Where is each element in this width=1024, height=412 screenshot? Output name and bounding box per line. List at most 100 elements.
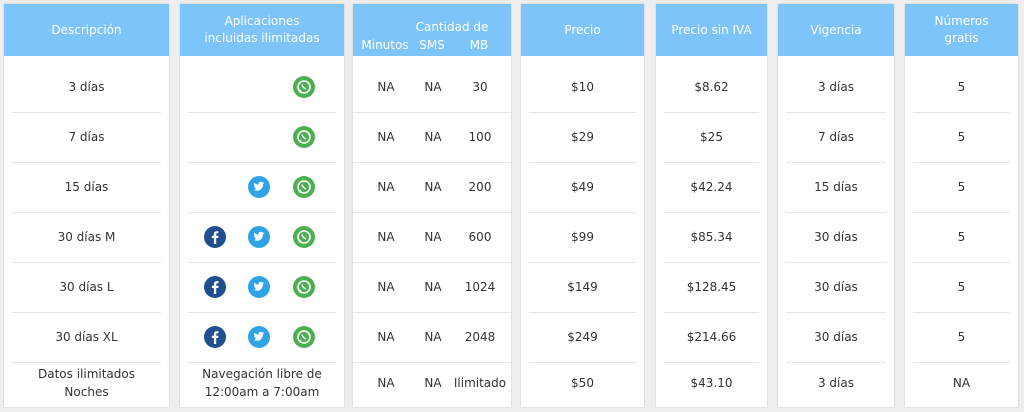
vigencia-value: 3 días [817,80,854,94]
vigencia-value: 15 días [814,180,858,194]
mb-value: 600 [468,230,492,244]
whatsapp-icon [293,226,315,248]
header-precio: Precio [521,4,644,56]
descripcion-text: 15 días [64,180,109,194]
precio-value: $10 [571,80,594,94]
table-cell: $85.34 [664,212,759,263]
twitter-icon [248,276,270,298]
header-aplicaciones-line2: incluidas ilimitadas [204,31,320,45]
twitter-icon [248,176,270,198]
precio-sin-iva-value: $25 [700,130,723,144]
header-aplicaciones-line1: Aplicaciones [224,14,300,28]
table-cell: 30 días XL [12,312,161,363]
descripcion-text: 3 días [68,80,105,94]
column-precio-sin-iva: Precio sin IVA $8.62 $25 $42.24 $85.34 $… [656,4,767,407]
header-mb: MB [469,37,489,52]
table-cell: 3 días [786,62,886,113]
apps-cell [188,62,336,113]
precio-sin-iva-value: $43.10 [690,376,733,390]
precio-sin-iva-value: $42.24 [690,180,733,194]
mb-value: 2048 [464,330,496,344]
whatsapp-icon [293,326,315,348]
cantidad-row: NA NA 2048 [353,312,511,363]
cantidad-row: NA NA 100 [353,112,511,163]
apps-cell [188,312,336,363]
table-cell: $49 [529,162,636,213]
vigencia-value: 30 días [814,230,858,244]
minutos-value: NA [377,180,395,194]
table-cell: 5 [913,62,1010,113]
column-numeros-gratis: Números gratis 5 5 5 5 5 5 NA [905,4,1018,407]
descripcion-text: 30 días XL [55,330,118,344]
descripcion-text: Datos ilimitados [37,367,135,381]
precio-value: $99 [571,230,594,244]
twitter-icon [248,326,270,348]
table-cell: 3 días [12,62,161,113]
table-cell: 15 días [786,162,886,213]
sms-value: NA [424,280,442,294]
table-cell: 30 días [786,312,886,363]
whatsapp-icon [293,276,315,298]
column-vigencia: Vigencia 3 días 7 días 15 días 30 días 3… [778,4,894,407]
header-cantidad: Cantidad de Minutos SMS MB [353,4,511,56]
table-cell: $128.45 [664,262,759,313]
table-cell: 5 [913,212,1010,263]
vigencia-value: 3 días [817,376,854,390]
whatsapp-icon [293,76,315,98]
precio-value: $49 [571,180,594,194]
table-cell: $10 [529,62,636,113]
header-precio-label: Precio [564,22,601,37]
table-cell: 7 días [786,112,886,163]
table-cell: $99 [529,212,636,263]
descripcion-text: 30 días L [59,280,114,294]
table-cell: 30 días M [12,212,161,263]
sms-value: NA [424,230,442,244]
sms-value: NA [424,330,442,344]
cantidad-row: NA NA 600 [353,212,511,263]
apps-cell: Navegación libre de 12:00am a 7:00am [188,358,336,408]
table-cell: 7 días [12,112,161,163]
header-cantidad-label: Cantidad de [415,20,489,34]
cantidad-row: NA NA 30 [353,62,511,113]
table-cell: 5 [913,312,1010,363]
descripcion-text: Noches [64,385,109,399]
table-cell: 30 días [786,262,886,313]
numeros-value: 5 [957,280,966,294]
column-cantidad: Cantidad de Minutos SMS MB NA NA 30 NA N… [353,4,511,407]
column-descripcion: Descripción 3 días 7 días 15 días 30 día… [4,4,169,407]
table-cell: $214.66 [664,312,759,363]
facebook-icon [204,226,226,248]
apps-cell [188,162,336,213]
minutos-value: NA [377,130,395,144]
cantidad-row: NA NA 200 [353,162,511,213]
mb-value: 100 [468,130,492,144]
header-vigencia-label: Vigencia [810,22,862,37]
apps-cell [188,262,336,313]
numeros-value: 5 [957,130,966,144]
table-cell: Datos ilimitados Noches [12,358,161,408]
mb-value: 200 [468,180,492,194]
minutos-value: NA [377,80,395,94]
table-cell: $42.24 [664,162,759,213]
sms-value: NA [424,130,442,144]
table-cell: 3 días [786,358,886,408]
column-precio: Precio $10 $29 $49 $99 $149 $249 $50 [521,4,644,407]
header-precio-sin-iva: Precio sin IVA [656,4,767,56]
table-cell: $8.62 [664,62,759,113]
whatsapp-icon [293,176,315,198]
cantidad-row: NA NA 1024 [353,262,511,313]
table-cell: 30 días L [12,262,161,313]
sms-value: NA [424,80,442,94]
facebook-icon [204,276,226,298]
header-descripcion: Descripción [4,4,169,56]
numeros-value: 5 [957,80,966,94]
table-cell: 5 [913,162,1010,213]
header-numeros-gratis: Números gratis [905,4,1018,56]
minutos-value: NA [377,376,395,390]
mb-value: 1024 [464,280,496,294]
vigencia-value: 7 días [817,130,854,144]
table-cell: NA [913,358,1010,408]
numeros-value: NA [952,376,971,390]
column-aplicaciones: Aplicaciones incluidas ilimitadas Navega… [180,4,344,407]
descripcion-text: 7 días [68,130,105,144]
